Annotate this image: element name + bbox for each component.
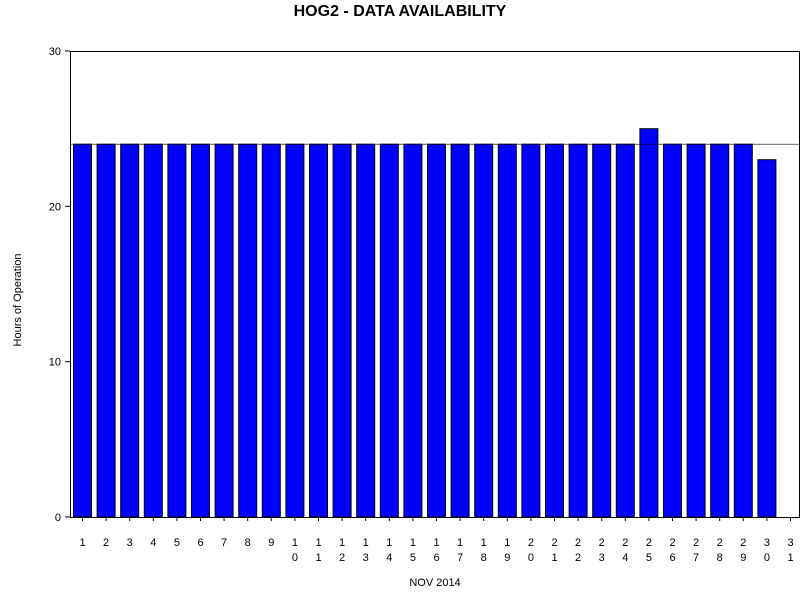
bar-day-30 xyxy=(757,159,777,518)
bar-day-16 xyxy=(427,143,446,518)
bar-day-22 xyxy=(568,143,588,518)
x-tick-label-8: 8 xyxy=(245,537,251,549)
bar-day-4 xyxy=(143,143,163,518)
x-tick-label-3: 3 xyxy=(127,537,133,549)
x-tick-label-1: 1 xyxy=(79,537,85,549)
x-tick-label-2: 2 xyxy=(103,537,109,549)
bar-day-14 xyxy=(379,143,399,518)
bar-day-3 xyxy=(120,143,140,518)
bar-day-20 xyxy=(521,143,541,518)
bars-group xyxy=(73,128,777,518)
bar-day-21 xyxy=(545,143,564,518)
x-tick-label-6: 6 xyxy=(197,537,203,549)
bar-day-12 xyxy=(332,143,352,518)
x-tick-label-9: 9 xyxy=(268,537,274,549)
x-axis-label: NOV 2014 xyxy=(409,577,460,589)
bar-day-5 xyxy=(167,143,187,518)
bar-day-18 xyxy=(474,143,494,518)
bar-day-11 xyxy=(309,143,328,518)
y-axis-label: Hours of Operation xyxy=(12,254,24,347)
bar-day-7 xyxy=(214,143,234,518)
bar-day-8 xyxy=(238,143,258,518)
bar-day-28 xyxy=(710,143,730,518)
x-axis: 1 2 3 4 5 6 7 8 9 1 01 11 21 31 41 51 61 71 81 92 02 12 22 32 42… xyxy=(79,517,794,564)
bar-day-2 xyxy=(96,143,116,518)
bar-day-1 xyxy=(73,143,92,518)
chart-title: HOG2 - DATA AVAILABILITY xyxy=(293,3,507,20)
y-tick-label-20: 20 xyxy=(49,201,61,213)
y-tick-label-10: 10 xyxy=(49,357,61,369)
bar-day-13 xyxy=(356,143,376,518)
bar-day-10 xyxy=(285,143,305,518)
y-axis: 0 10 20 30 xyxy=(49,46,70,524)
bar-day-26 xyxy=(663,143,682,518)
bar-day-24 xyxy=(615,143,635,518)
bar-day-19 xyxy=(497,143,517,518)
x-tick-label-5: 5 xyxy=(174,537,180,549)
bar-day-6 xyxy=(191,143,210,518)
x-tick-label-4: 4 xyxy=(150,537,156,549)
bar-day-9 xyxy=(261,143,281,518)
y-tick-label-30: 30 xyxy=(49,46,61,58)
bar-day-29 xyxy=(733,143,753,518)
bar-day-17 xyxy=(450,143,470,518)
bar-day-15 xyxy=(403,143,423,518)
bar-day-27 xyxy=(686,143,706,518)
bar-day-23 xyxy=(592,143,612,518)
y-tick-label-0: 0 xyxy=(55,512,61,524)
x-tick-label-7: 7 xyxy=(221,537,227,549)
bar-day-25 xyxy=(639,128,659,518)
